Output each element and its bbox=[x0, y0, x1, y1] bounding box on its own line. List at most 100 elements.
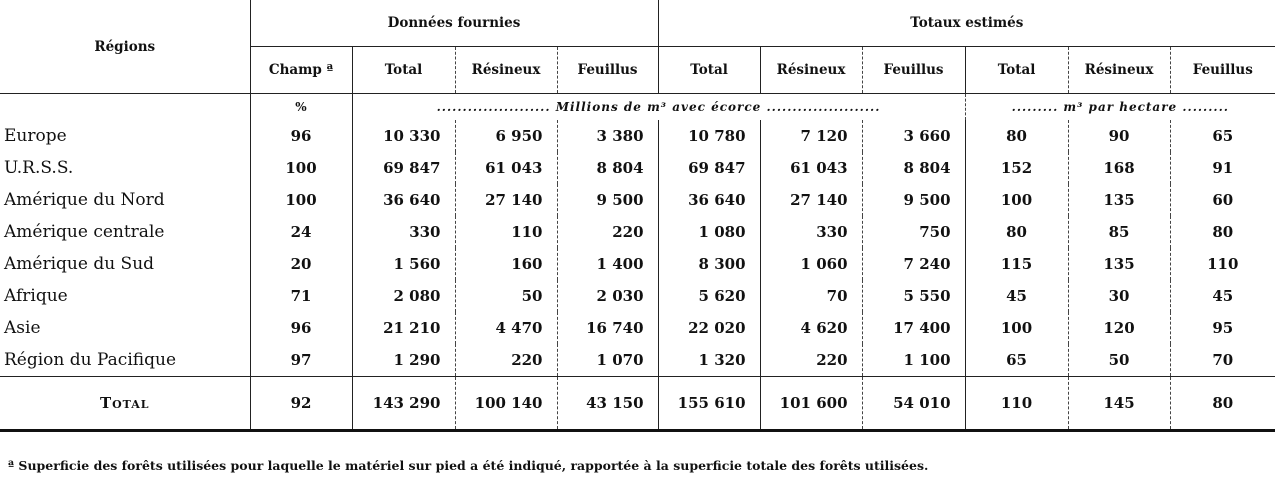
cell-value: 100 bbox=[249, 184, 352, 216]
cell-value: 65 bbox=[964, 344, 1069, 377]
col-header: Champ ª bbox=[249, 46, 352, 94]
cell-value: 5 620 bbox=[657, 280, 761, 312]
table-row: Total 92 143 290 100 140 43 150 155 610 101 60… bbox=[0, 376, 1275, 432]
cell-value: 96 bbox=[249, 120, 352, 152]
cell-value: 120 bbox=[1067, 312, 1171, 344]
cell-value: 152 bbox=[964, 152, 1069, 184]
region-name: Total bbox=[0, 376, 250, 432]
region-name: Asie bbox=[4, 318, 41, 338]
cell-value: 100 bbox=[249, 152, 352, 184]
cell-value: 71 bbox=[249, 280, 352, 312]
col-header: Résineux bbox=[759, 46, 863, 94]
cell-value: 54 010 bbox=[861, 376, 966, 432]
cell-value: 135 bbox=[1067, 248, 1171, 280]
cell-value: 145 bbox=[1067, 376, 1171, 432]
table-row: Amérique du Nord 100 36 640 27 140 9 500 36 6… bbox=[0, 184, 1275, 216]
cell-value: 17 400 bbox=[861, 312, 966, 344]
region-name: Amérique centrale bbox=[4, 222, 165, 242]
cell-value: 50 bbox=[1067, 344, 1171, 377]
cell-value: 100 140 bbox=[454, 376, 557, 432]
cell-value: 22 020 bbox=[657, 312, 761, 344]
cell-value: 10 780 bbox=[657, 120, 761, 152]
col-header: Total bbox=[657, 46, 761, 94]
cell-value: 69 847 bbox=[657, 152, 761, 184]
cell-value: 80 bbox=[964, 216, 1069, 248]
region-name: U.R.S.S. bbox=[4, 158, 74, 178]
unit-percent: % bbox=[249, 93, 352, 120]
region-name: Amérique du Nord bbox=[4, 190, 165, 210]
cell-value: 1 320 bbox=[657, 344, 761, 377]
cell-value: 20 bbox=[249, 248, 352, 280]
region-name: Amérique du Sud bbox=[4, 254, 155, 274]
cell-value: 1 100 bbox=[861, 344, 966, 377]
cell-value: 61 043 bbox=[759, 152, 863, 184]
cell-value: 50 bbox=[454, 280, 557, 312]
cell-value: 95 bbox=[1169, 312, 1275, 344]
cell-value: 4 470 bbox=[454, 312, 557, 344]
unit-volume: ...................... Millions de m³ av… bbox=[351, 93, 966, 120]
cell-value: 90 bbox=[1067, 120, 1171, 152]
region-name: Région du Pacifique bbox=[4, 350, 177, 370]
cell-value: 80 bbox=[1169, 376, 1275, 432]
cell-value: 43 150 bbox=[556, 376, 659, 432]
cell-value: 92 bbox=[249, 376, 352, 432]
cell-value: 100 bbox=[964, 184, 1069, 216]
cell-value: 1 080 bbox=[657, 216, 761, 248]
table-row: U.R.S.S. 100 69 847 61 043 8 804 69 847 61 043… bbox=[0, 152, 1275, 184]
col-header: Feuillus bbox=[556, 46, 659, 94]
cell-value: 2 080 bbox=[351, 280, 455, 312]
cell-value: 65 bbox=[1169, 120, 1275, 152]
cell-value: 27 140 bbox=[759, 184, 863, 216]
forest-volume-table: Régions Données fournies Totaux estimés … bbox=[0, 0, 1275, 432]
cell-value: 36 640 bbox=[351, 184, 455, 216]
cell-value: 91 bbox=[1169, 152, 1275, 184]
col-header: Total bbox=[964, 46, 1069, 94]
header-donnees-fournies: Données fournies bbox=[249, 0, 659, 47]
cell-value: 5 550 bbox=[861, 280, 966, 312]
cell-value: 69 847 bbox=[351, 152, 455, 184]
col-header: Feuillus bbox=[861, 46, 966, 94]
cell-value: 21 210 bbox=[351, 312, 455, 344]
cell-value: 1 060 bbox=[759, 248, 863, 280]
cell-value: 45 bbox=[1169, 280, 1275, 312]
region-name: Afrique bbox=[4, 286, 68, 306]
header-totaux-estimes: Totaux estimés bbox=[657, 0, 1275, 47]
table-row: Afrique 71 2 080 50 2 030 5 620 70 5 550 45 30 45 bbox=[0, 280, 1275, 312]
cell-value: 220 bbox=[759, 344, 863, 377]
cell-value: 110 bbox=[964, 376, 1069, 432]
cell-value: 2 030 bbox=[556, 280, 659, 312]
cell-value: 85 bbox=[1067, 216, 1171, 248]
table-row: Amérique du Sud 20 1 560 160 1 400 8 300 1 060… bbox=[0, 248, 1275, 280]
cell-value: 1 070 bbox=[556, 344, 659, 377]
cell-value: 3 660 bbox=[861, 120, 966, 152]
cell-value: 96 bbox=[249, 312, 352, 344]
table-row: Asie 96 21 210 4 470 16 740 22 020 4 620 17 400… bbox=[0, 312, 1275, 344]
cell-value: 27 140 bbox=[454, 184, 557, 216]
table-row: Amérique centrale 24 330 110 220 1 080 330 750 8… bbox=[0, 216, 1275, 248]
cell-value: 1 400 bbox=[556, 248, 659, 280]
footnote: ª Superficie des forêts utilisées pour l… bbox=[8, 458, 929, 473]
unit-per-hectare: ......... m³ par hectare ......... bbox=[964, 93, 1275, 120]
cell-value: 45 bbox=[964, 280, 1069, 312]
cell-value: 30 bbox=[1067, 280, 1171, 312]
cell-value: 220 bbox=[556, 216, 659, 248]
cell-value: 9 500 bbox=[861, 184, 966, 216]
cell-value: 9 500 bbox=[556, 184, 659, 216]
header-regions: Régions bbox=[0, 0, 250, 94]
col-header: Feuillus bbox=[1169, 46, 1275, 94]
cell-value: 36 640 bbox=[657, 184, 761, 216]
cell-value: 8 804 bbox=[861, 152, 966, 184]
cell-value: 7 120 bbox=[759, 120, 863, 152]
region-name: Europe bbox=[4, 126, 67, 146]
cell-value: 3 380 bbox=[556, 120, 659, 152]
cell-value: 330 bbox=[759, 216, 863, 248]
cell-value: 110 bbox=[1169, 248, 1275, 280]
cell-value: 97 bbox=[249, 344, 352, 377]
cell-value: 60 bbox=[1169, 184, 1275, 216]
cell-value: 6 950 bbox=[454, 120, 557, 152]
cell-value: 168 bbox=[1067, 152, 1171, 184]
cell-value: 220 bbox=[454, 344, 557, 377]
cell-value: 16 740 bbox=[556, 312, 659, 344]
cell-value: 100 bbox=[964, 312, 1069, 344]
cell-value: 70 bbox=[1169, 344, 1275, 377]
